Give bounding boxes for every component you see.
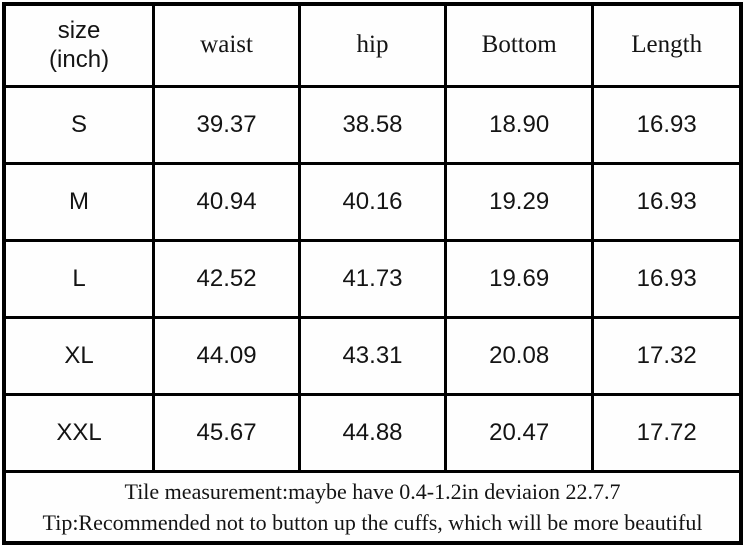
header-row: size (inch) waist hip Bottom Length bbox=[2, 2, 743, 88]
cell-l-waist: 42.52 bbox=[152, 238, 302, 319]
notes-row: Tile measurement:maybe have 0.4-1.2in de… bbox=[2, 469, 743, 545]
cell-xl-waist: 44.09 bbox=[152, 315, 302, 396]
cell-xxl-length: 17.72 bbox=[591, 392, 743, 473]
cell-l-hip: 41.73 bbox=[298, 238, 447, 319]
cell-xl-bottom: 20.08 bbox=[443, 315, 595, 396]
table-row-xxl: XXL 45.67 44.88 20.47 17.72 bbox=[2, 392, 743, 473]
table-row-s: S 39.37 38.58 18.90 16.93 bbox=[2, 84, 743, 165]
cell-m-bottom: 19.29 bbox=[443, 161, 595, 242]
notes-cell: Tile measurement:maybe have 0.4-1.2in de… bbox=[2, 469, 743, 545]
cell-m-waist: 40.94 bbox=[152, 161, 302, 242]
header-hip: hip bbox=[298, 2, 447, 88]
cell-m-hip: 40.16 bbox=[298, 161, 447, 242]
cell-l-bottom: 19.69 bbox=[443, 238, 595, 319]
note-tip-cuffs: Tip:Recommended not to button up the cuf… bbox=[42, 509, 703, 535]
note-measurement-deviation: Tile measurement:maybe have 0.4-1.2in de… bbox=[124, 478, 621, 504]
cell-s-bottom: 18.90 bbox=[443, 84, 595, 165]
header-length: Length bbox=[591, 2, 743, 88]
table-row-xl: XL 44.09 43.31 20.08 17.32 bbox=[2, 315, 743, 396]
header-size-inch: size (inch) bbox=[2, 2, 156, 88]
cell-xxl-bottom: 20.47 bbox=[443, 392, 595, 473]
table-row-l: L 42.52 41.73 19.69 16.93 bbox=[2, 238, 743, 319]
size-label-m: M bbox=[2, 161, 156, 242]
cell-s-length: 16.93 bbox=[591, 84, 743, 165]
cell-m-length: 16.93 bbox=[591, 161, 743, 242]
cell-s-hip: 38.58 bbox=[298, 84, 447, 165]
header-waist: waist bbox=[152, 2, 302, 88]
size-label-xxl: XXL bbox=[2, 392, 156, 473]
cell-xl-hip: 43.31 bbox=[298, 315, 447, 396]
cell-s-waist: 39.37 bbox=[152, 84, 302, 165]
size-label-l: L bbox=[2, 238, 156, 319]
header-bottom: Bottom bbox=[443, 2, 595, 88]
cell-xxl-waist: 45.67 bbox=[152, 392, 302, 473]
size-label-xl: XL bbox=[2, 315, 156, 396]
table-row-m: M 40.94 40.16 19.29 16.93 bbox=[2, 161, 743, 242]
cell-l-length: 16.93 bbox=[591, 238, 743, 319]
size-label-s: S bbox=[2, 84, 156, 165]
cell-xxl-hip: 44.88 bbox=[298, 392, 447, 473]
cell-xl-length: 17.32 bbox=[591, 315, 743, 396]
